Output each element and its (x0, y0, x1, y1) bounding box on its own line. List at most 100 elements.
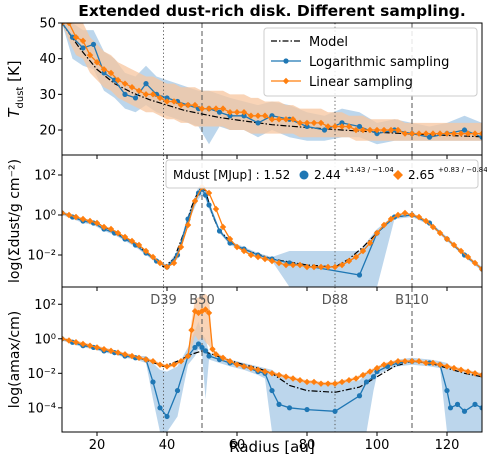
lin-sampling-point (471, 130, 479, 137)
lin-sampling-point (457, 130, 465, 137)
lin-sampling-point (422, 130, 430, 137)
lin-sampling-point (401, 130, 409, 137)
log-sampling-point (195, 341, 202, 347)
lin-sampling-point (128, 352, 136, 360)
lin-sampling-point (212, 351, 220, 358)
feature-label: D39 (150, 293, 177, 308)
lin-sampling-point (142, 247, 150, 255)
log-sampling-point (111, 77, 118, 83)
mass-lin-marker (393, 170, 403, 180)
y-tick-label: 10² (34, 298, 56, 313)
y-tick-label: 50 (39, 17, 56, 32)
log-sampling-point (202, 348, 209, 354)
lin-sampling-point (408, 211, 416, 219)
lin-sampling-point (373, 364, 381, 372)
lin-sampling-point (202, 306, 209, 313)
lin-sampling-point (457, 247, 465, 255)
lin-sampling-point (422, 359, 430, 367)
lin-sampling-point (170, 259, 178, 267)
x-tick-label: 60 (229, 438, 246, 453)
lin-sampling-point (191, 307, 199, 315)
lin-sampling-point (62, 23, 66, 27)
lin-sampling-point (415, 213, 423, 221)
lin-sampling-point (317, 119, 325, 127)
lin-sampling-point (205, 105, 213, 112)
lin-sampling-point (443, 235, 451, 243)
lin-sampling-point (345, 257, 353, 265)
log-sampling-point (255, 120, 261, 126)
lin-sampling-point (219, 354, 227, 361)
lin-sampling-point (62, 209, 66, 217)
lin-sampling-point (226, 108, 234, 116)
x-axis-label: Radius [au] (229, 438, 314, 456)
lin-sampling-point (303, 378, 311, 386)
lin-sampling-point (72, 34, 80, 41)
lin-sampling-point (324, 380, 332, 387)
lin-sampling-point (156, 259, 164, 267)
lin-sampling-point (408, 130, 416, 137)
lin-sampling-point (450, 241, 458, 249)
log-sampling-point (461, 127, 468, 133)
lin-sampling-point (247, 112, 255, 119)
lin-sampling-point (310, 119, 318, 127)
lin-sampling-point (275, 371, 283, 379)
legend-entry: Logarithmic sampling (309, 55, 449, 70)
lin-sampling-point (184, 352, 192, 360)
lin-sampling-point (471, 370, 479, 377)
y-axis-label: log(amax/cm) (7, 311, 23, 408)
log-sampling-point (426, 134, 433, 140)
lin-sampling-point (100, 223, 108, 231)
y-tick-label: 10⁻² (27, 367, 56, 382)
lin-sampling-point (149, 91, 157, 98)
lin-sampling-point (289, 116, 297, 123)
lin-sampling-point (212, 105, 220, 112)
lin-sampling-point (188, 326, 195, 334)
lin-sampling-point (289, 375, 297, 382)
lin-sampling-point (415, 358, 423, 365)
mass-lin-error: +0.83 / −0.84 (438, 166, 487, 174)
lin-sampling-point (359, 247, 367, 255)
lin-sampling-point (429, 130, 437, 137)
lin-sampling-point (352, 126, 360, 134)
lin-sampling-point (352, 375, 360, 382)
y-tick-label: 40 (39, 52, 56, 67)
panel-temperature: 20 30 40 50 Tdust [K] Model Logarithmic sampli… (5, 17, 483, 159)
lin-sampling-point (443, 363, 451, 370)
y-axis-label: Tdust [K] (5, 60, 26, 117)
y-tick-label: 10⁰ (34, 209, 56, 224)
lin-sampling-point (401, 358, 409, 365)
log-sampling-point (157, 405, 163, 411)
lin-sampling-point (310, 263, 318, 271)
lin-sampling-point (394, 211, 402, 219)
log-sampling-point (370, 374, 377, 380)
lin-sampling-point (457, 366, 465, 374)
log-sampling-point (206, 353, 212, 359)
lin-sampling-point (114, 76, 122, 84)
lin-sampling-point (177, 243, 185, 251)
lin-sampling-point (261, 112, 269, 119)
lin-sampling-point (86, 51, 94, 59)
log-sampling-point (132, 95, 139, 101)
y-tick-label: 10² (34, 169, 56, 184)
lin-sampling-point (268, 257, 276, 265)
log-sampling-point (192, 344, 198, 351)
log-sampling-point (69, 34, 76, 40)
lin-sampling-point (79, 340, 87, 348)
x-tick-label: 120 (435, 438, 460, 453)
lin-sampling-point (436, 130, 444, 137)
log-sampling-point (454, 401, 461, 407)
lin-sampling-point (79, 215, 87, 223)
lin-sampling-point (128, 237, 136, 245)
lin-sampling-point (247, 364, 255, 372)
lin-sampling-point (156, 94, 164, 102)
log-sampling-point (216, 228, 223, 234)
lin-sampling-point (233, 108, 241, 116)
lin-sampling-point (373, 229, 381, 237)
lin-sampling-point (254, 366, 262, 374)
lin-sampling-point (100, 66, 108, 73)
lin-sampling-point (464, 253, 472, 261)
lin-sampling-point (331, 263, 339, 271)
lin-sampling-point (114, 349, 122, 356)
lin-sampling-point (65, 23, 73, 27)
log-sampling-point (332, 408, 338, 414)
